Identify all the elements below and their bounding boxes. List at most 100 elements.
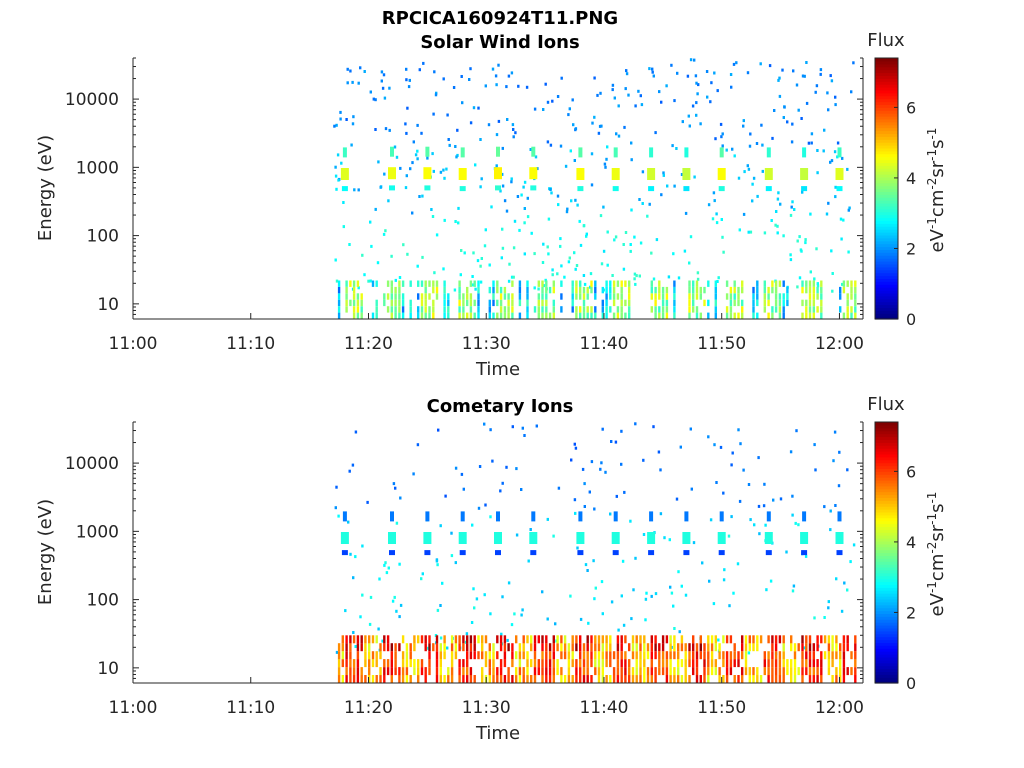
low-energy-cell <box>492 675 495 683</box>
low-energy-cell <box>428 651 431 660</box>
low-energy-cell <box>820 280 823 287</box>
scatter-point <box>816 171 819 175</box>
low-energy-cell <box>665 659 669 668</box>
scatter-point <box>605 157 608 161</box>
burst-core <box>613 511 618 522</box>
scatter-point <box>630 208 633 212</box>
low-energy-cell <box>541 299 544 307</box>
low-energy-cell <box>609 293 612 300</box>
low-energy-cell <box>337 643 341 652</box>
low-energy-cell <box>356 312 360 319</box>
low-energy-cell <box>710 659 714 668</box>
low-energy-cell <box>710 651 714 660</box>
scatter-point <box>542 284 545 288</box>
low-energy-cell <box>635 643 638 652</box>
scatter-point <box>792 69 795 73</box>
scatter-point <box>544 278 547 282</box>
low-energy-cell <box>850 280 853 287</box>
low-energy-cell <box>763 667 766 676</box>
low-energy-cell <box>612 299 616 307</box>
low-energy-cell <box>643 675 646 683</box>
scatter-point <box>620 594 623 598</box>
low-energy-cell <box>575 293 578 300</box>
low-energy-cell <box>390 280 393 287</box>
low-energy-cell <box>356 306 360 313</box>
scatter-point <box>433 271 436 275</box>
scatter-point <box>439 524 442 528</box>
low-energy-cell <box>605 286 608 294</box>
scatter-point <box>840 609 844 613</box>
low-energy-cell <box>571 293 574 300</box>
scatter-point <box>777 191 780 195</box>
low-energy-cell <box>673 286 676 294</box>
low-energy-cell <box>786 667 789 676</box>
low-energy-cell <box>756 299 759 307</box>
low-energy-cell <box>782 312 785 319</box>
scatter-point <box>747 230 750 234</box>
x-tick-label: 11:00 <box>109 698 158 718</box>
scatter-point <box>712 602 716 606</box>
low-energy-cell <box>401 312 405 319</box>
burst-core <box>682 168 691 180</box>
low-energy-cell <box>341 635 344 644</box>
colorbar-segment <box>875 511 898 516</box>
low-energy-cell <box>466 312 469 319</box>
colorbar-segment <box>875 295 898 300</box>
low-energy-cell <box>552 306 555 313</box>
low-energy-cell <box>360 312 363 319</box>
scatter-point <box>633 235 636 239</box>
low-energy-cell <box>499 667 503 676</box>
scatter-point <box>457 221 460 225</box>
burst-core <box>494 167 502 180</box>
low-energy-cell <box>846 293 849 300</box>
low-energy-cell <box>601 312 604 319</box>
scatter-point <box>637 89 640 93</box>
low-energy-cell <box>417 675 420 683</box>
low-energy-cell <box>628 675 631 683</box>
scatter-point <box>775 210 778 213</box>
scatter-point <box>381 639 384 643</box>
colorbar-segment <box>875 662 898 667</box>
low-energy-cell <box>477 299 480 307</box>
x-axis-label: Time <box>475 359 520 380</box>
colorbar-segment <box>875 590 898 594</box>
low-energy-cell <box>563 643 567 652</box>
low-energy-cell <box>771 667 774 676</box>
low-energy-cell <box>447 667 450 676</box>
scatter-point <box>383 96 387 100</box>
low-energy-cell <box>563 675 567 683</box>
y-tick-label: 1000 <box>76 158 119 178</box>
low-energy-cell <box>778 299 782 307</box>
low-energy-cell <box>673 293 676 300</box>
low-energy-cell <box>835 667 838 676</box>
low-energy-cell <box>842 635 846 644</box>
colorbar-segment <box>875 194 898 198</box>
low-energy-cell <box>801 659 804 668</box>
low-energy-cell <box>654 667 657 676</box>
low-energy-cell <box>842 312 846 319</box>
low-energy-cell <box>443 651 446 660</box>
scatter-point <box>520 613 523 617</box>
low-energy-cell <box>575 635 578 644</box>
scatter-point <box>443 218 446 222</box>
scatter-point <box>574 511 577 515</box>
low-energy-cell <box>582 651 586 660</box>
low-energy-cell <box>808 659 812 668</box>
scatter-point <box>738 499 742 503</box>
burst-tail <box>765 186 772 192</box>
scatter-point <box>351 80 354 84</box>
scatter-point <box>826 91 829 95</box>
low-energy-cell <box>541 635 544 644</box>
low-energy-cell <box>658 312 661 319</box>
burst-tail <box>836 186 843 192</box>
scatter-point <box>837 484 841 488</box>
low-energy-cell <box>744 667 748 676</box>
scatter-point <box>846 588 849 592</box>
low-energy-cell <box>703 675 706 683</box>
scatter-point <box>670 63 673 67</box>
scatter-point <box>457 206 460 210</box>
low-energy-cell <box>688 299 691 307</box>
colorbar-segment <box>875 630 898 635</box>
low-energy-cell <box>345 293 348 300</box>
low-energy-cell <box>586 667 589 676</box>
